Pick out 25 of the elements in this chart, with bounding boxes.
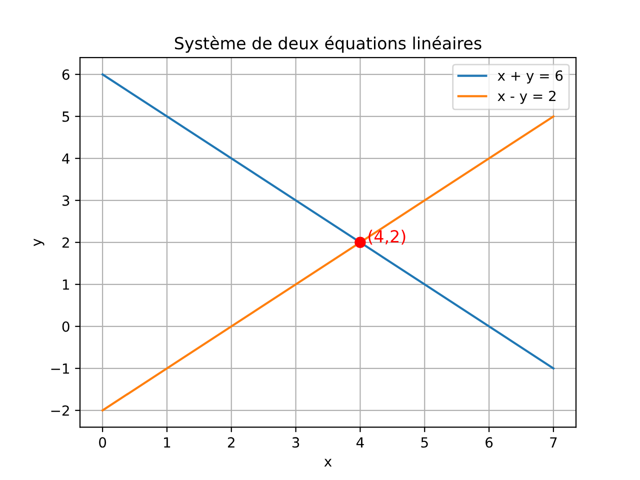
- y-tick-label: −2: [51, 405, 69, 416]
- annotation: (4,2): [368, 230, 406, 245]
- x-tick-label: 3: [292, 437, 300, 448]
- y-tick-label: 4: [62, 154, 70, 164]
- x-tick-label: 5: [421, 437, 428, 448]
- line-series: [102, 73, 554, 370]
- y-tick-label: 0: [62, 321, 70, 332]
- x-tick-label: 7: [550, 437, 557, 448]
- x-tick-label: 1: [164, 437, 170, 448]
- legend-label: x + y = 6: [498, 70, 563, 84]
- x-tick-label: 4: [356, 437, 364, 448]
- y-axis-title: y: [34, 238, 44, 246]
- x-tick-label: 6: [486, 437, 493, 448]
- y-tick-label: 2: [62, 237, 69, 248]
- chart-title: Système de deux équations linéaires: [174, 36, 482, 53]
- x-tick-label: 0: [99, 437, 106, 448]
- y-tick-label: −1: [51, 364, 69, 374]
- y-tick-label: 5: [62, 112, 70, 122]
- line-series: [102, 115, 554, 412]
- y-tick-label: 1: [62, 280, 69, 290]
- x-tick-label: 2: [228, 437, 234, 448]
- y-tick-label: 6: [62, 69, 70, 80]
- x-axis-title: x: [324, 458, 332, 466]
- y-tick-label: 3: [62, 195, 70, 206]
- legend-label: x - y = 2: [498, 90, 556, 104]
